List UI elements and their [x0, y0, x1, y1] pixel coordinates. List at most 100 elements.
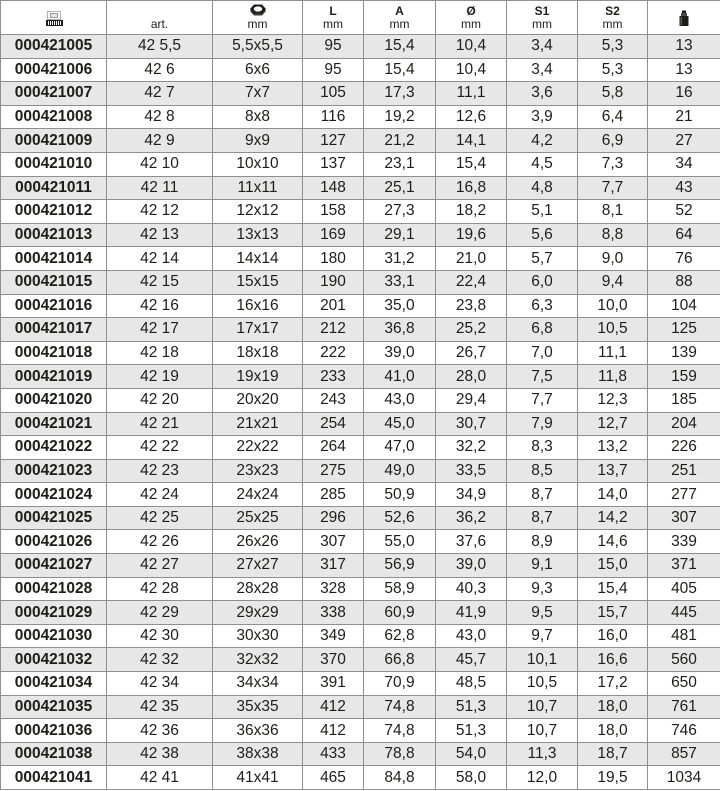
cell-ean: 000421030	[0, 623, 107, 649]
cell-size: 18x18	[212, 340, 303, 366]
cell-dim_a: 27,3	[363, 199, 436, 224]
cell-s2: 13,7	[577, 458, 648, 484]
cell-s2: 14,6	[577, 529, 648, 555]
cell-diameter: 54,0	[435, 741, 507, 767]
cell-dim_a: 70,9	[363, 671, 436, 696]
cell-art: 42 34	[106, 671, 213, 696]
cell-weight: 226	[647, 435, 720, 460]
cell-s1: 9,3	[506, 576, 578, 602]
cell-dim_a: 55,0	[363, 529, 436, 555]
table-row: 000421017 42 17 17x17 212 36,8 25,2 6,8 10,5 125	[0, 317, 720, 342]
cell-size: 30x30	[212, 623, 303, 649]
table-row: 000421012 42 12 12x12 158 27,3 18,2 5,1 8,1 52	[0, 199, 720, 224]
cell-s1: 3,4	[506, 57, 578, 83]
cell-s1: 6,8	[506, 317, 578, 342]
cell-diameter: 10,4	[435, 57, 507, 83]
column-label-s1: S1	[534, 4, 550, 18]
cell-size: 36x36	[212, 718, 303, 743]
cell-length_l: 264	[302, 435, 364, 460]
cell-s1: 9,5	[506, 600, 578, 625]
cell-weight: 445	[647, 600, 720, 625]
cell-art: 42 17	[106, 317, 213, 342]
cell-s1: 9,1	[506, 553, 578, 578]
cell-weight: 27	[647, 128, 720, 153]
cell-weight: 125	[647, 317, 720, 342]
cell-dim_a: 58,9	[363, 576, 436, 602]
table-row: 000421009 42 9 9x9 127 21,2 14,1 4,2 6,9 27	[0, 128, 720, 153]
cell-art: 42 38	[106, 741, 213, 767]
cell-s2: 15,0	[577, 553, 648, 578]
cell-diameter: 36,2	[435, 505, 507, 531]
cell-s1: 6,0	[506, 269, 578, 295]
cell-size: 27x27	[212, 553, 303, 578]
table-row: 000421022 42 22 22x22 264 47,0 32,2 8,3 13,2 226	[0, 435, 720, 460]
column-unit-length_l: mm	[323, 17, 343, 31]
cell-art: 42 11	[106, 175, 213, 201]
cell-weight: 405	[647, 576, 720, 602]
cell-s2: 12,7	[577, 411, 648, 437]
cell-dim_a: 21,2	[363, 128, 436, 153]
cell-dim_a: 60,9	[363, 600, 436, 625]
cell-weight: 204	[647, 411, 720, 437]
cell-s2: 5,3	[577, 57, 648, 83]
cell-ean: 000421013	[0, 222, 107, 248]
cell-ean: 000421028	[0, 576, 107, 602]
column-unit-dim_a: mm	[389, 17, 410, 31]
cell-length_l: 465	[302, 765, 364, 790]
cell-s1: 6,3	[506, 293, 578, 319]
cell-ean: 000421036	[0, 718, 107, 743]
cell-ean: 000421041	[0, 765, 107, 790]
column-header-art: art.	[106, 0, 213, 35]
cell-ean: 000421018	[0, 340, 107, 366]
cell-art: 42 30	[106, 623, 213, 649]
cell-s1: 5,6	[506, 222, 578, 248]
cell-s2: 14,2	[577, 505, 648, 531]
cell-size: 12x12	[212, 199, 303, 224]
cell-size: 19x19	[212, 364, 303, 389]
cell-size: 38x38	[212, 741, 303, 767]
cell-weight: 371	[647, 553, 720, 578]
cell-weight: 13	[647, 34, 720, 59]
cell-s1: 7,0	[506, 340, 578, 366]
cell-dim_a: 84,8	[363, 765, 436, 790]
table-row: 000421018 42 18 18x18 222 39,0 26,7 7,0 11,1 139	[0, 340, 720, 366]
cell-diameter: 11,1	[435, 81, 507, 106]
cell-dim_a: 45,0	[363, 411, 436, 437]
cell-weight: 746	[647, 718, 720, 743]
cell-dim_a: 36,8	[363, 317, 436, 342]
cell-diameter: 32,2	[435, 435, 507, 460]
table-row: 000421016 42 16 16x16 201 35,0 23,8 6,3 10,0 104	[0, 293, 720, 319]
cell-length_l: 275	[302, 458, 364, 484]
cell-size: 13x13	[212, 222, 303, 248]
cell-s2: 13,2	[577, 435, 648, 460]
cell-ean: 000421023	[0, 458, 107, 484]
cell-size: 22x22	[212, 435, 303, 460]
cell-s1: 10,7	[506, 718, 578, 743]
cell-weight: 339	[647, 529, 720, 555]
cell-art: 42 19	[106, 364, 213, 389]
table-row: 000421014 42 14 14x14 180 31,2 21,0 5,7 9,0 76	[0, 246, 720, 271]
cell-dim_a: 29,1	[363, 222, 436, 248]
column-header-weight	[647, 0, 720, 35]
cell-ean: 000421020	[0, 387, 107, 413]
cell-diameter: 41,9	[435, 600, 507, 625]
cell-diameter: 51,3	[435, 718, 507, 743]
cell-diameter: 12,6	[435, 104, 507, 130]
cell-weight: 277	[647, 482, 720, 507]
cell-size: 16x16	[212, 293, 303, 319]
table-row: 000421027 42 27 27x27 317 56,9 39,0 9,1 15,0 371	[0, 553, 720, 578]
cell-ean: 000421024	[0, 482, 107, 507]
cell-ean: 000421019	[0, 364, 107, 389]
cell-art: 42 20	[106, 387, 213, 413]
cell-s2: 9,4	[577, 269, 648, 295]
table-row: 000421034 42 34 34x34 391 70,9 48,5 10,5 17,2 65…	[0, 671, 720, 696]
cell-diameter: 51,3	[435, 694, 507, 720]
cell-diameter: 14,1	[435, 128, 507, 153]
cell-diameter: 58,0	[435, 765, 507, 790]
cell-weight: 139	[647, 340, 720, 366]
cell-s2: 10,0	[577, 293, 648, 319]
cell-art: 42 15	[106, 269, 213, 295]
cell-length_l: 95	[302, 34, 364, 59]
